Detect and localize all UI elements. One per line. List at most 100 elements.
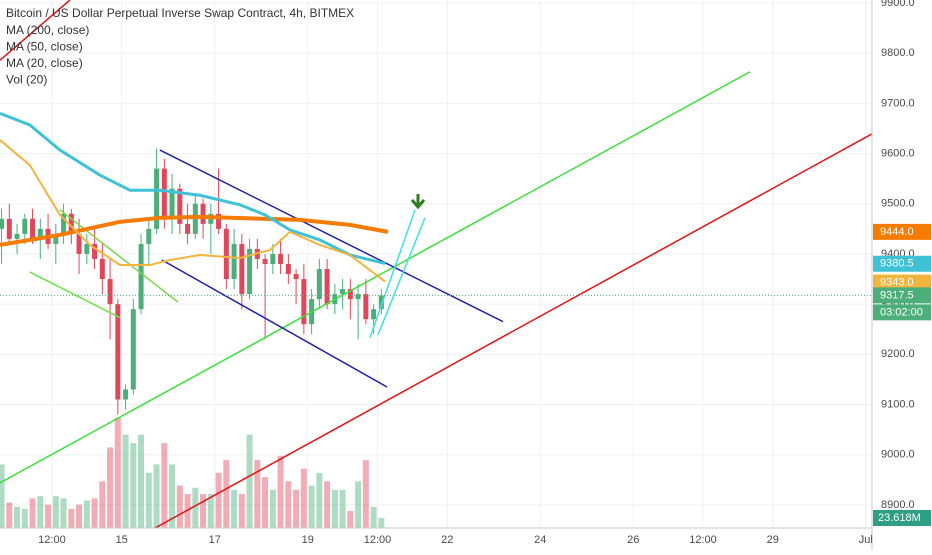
x-tick-label: Jul [859, 534, 873, 546]
volume-bar [21, 508, 28, 528]
candle-body [316, 269, 322, 300]
candle-body [355, 294, 361, 300]
candle-body [76, 233, 82, 254]
candle-body [293, 274, 299, 280]
countdown: 03:02:00 [880, 306, 923, 318]
trend-line [159, 149, 504, 323]
price-tag-label: 9444.0 [880, 226, 914, 238]
volume-bar [231, 489, 238, 528]
volume-bar [200, 494, 207, 528]
volume-bar [184, 494, 191, 528]
moving-average [0, 112, 386, 265]
candle-body [223, 228, 229, 280]
volume-bar [60, 498, 67, 528]
volume-bar [0, 464, 5, 528]
candle-body [340, 289, 346, 295]
moving-average [0, 139, 386, 283]
candle-body [123, 389, 129, 400]
volume-bar [370, 506, 377, 528]
volume-bar [153, 464, 160, 528]
volume-bar [308, 485, 315, 528]
volume-bar [324, 481, 331, 528]
legend-entry: Vol (20) [6, 73, 47, 87]
trend-line [59, 209, 179, 303]
volume-bar [378, 517, 385, 528]
x-tick-label: 22 [441, 534, 453, 546]
volume-bar [215, 472, 222, 528]
volume-bar [83, 500, 90, 528]
volume-bar [246, 434, 253, 528]
arrow-icon [410, 194, 426, 210]
x-tick-label: 12:00 [689, 534, 717, 546]
candle-body [270, 253, 276, 264]
candle-body [92, 243, 98, 259]
candle-body [200, 203, 206, 224]
candle-body [169, 188, 175, 219]
candle-body [363, 294, 369, 320]
volume-bar [300, 468, 307, 528]
candle-body [37, 228, 43, 239]
volume-bar [37, 496, 44, 528]
price-tag-label: 9317.5 [880, 289, 914, 301]
volume-bar [45, 504, 52, 528]
candle-body [107, 279, 113, 305]
legend-entry: MA (20, close) [6, 56, 83, 70]
price-tag [873, 223, 931, 240]
candle-body [22, 218, 28, 234]
volume-bar [161, 443, 168, 528]
grid [0, 0, 872, 528]
y-tick-label: 9500.0 [881, 198, 915, 210]
candle-body [130, 309, 136, 390]
chart-title: Bitcoin / US Dollar Perpetual Inverse Sw… [6, 6, 354, 20]
candle-body [177, 188, 183, 224]
volume-bar [52, 496, 59, 528]
axes: 8900.09000.09100.09200.09300.09400.09500… [38, 0, 931, 546]
y-tick-label: 9700.0 [881, 97, 915, 109]
legend-entry: MA (200, close) [6, 23, 89, 37]
volume-bar [339, 489, 346, 528]
candle-body [115, 304, 121, 400]
candle-body [84, 243, 90, 254]
trend-line [29, 271, 121, 319]
candle-body [185, 223, 191, 234]
volume-bar [68, 508, 75, 528]
volume-bar [285, 481, 292, 528]
candle-body [14, 233, 20, 239]
volume-bar [269, 489, 276, 528]
candle-body [285, 264, 291, 275]
volume-tag-label: 23.618M [878, 512, 921, 524]
y-tick-label: 9100.0 [881, 398, 915, 410]
volume-bar [107, 447, 114, 528]
volume-bar [223, 460, 230, 528]
plot [0, 0, 872, 528]
x-tick-label: 19 [302, 534, 314, 546]
price-tag [873, 274, 931, 291]
trend-line [154, 132, 872, 528]
candle-body [6, 218, 12, 239]
volume-tag [873, 509, 931, 526]
volume-bar [99, 481, 106, 528]
trend-line [0, 0, 71, 61]
candle-body [61, 213, 67, 234]
y-tick-label: 9900.0 [881, 0, 915, 9]
volume-bar [122, 434, 129, 528]
y-tick-label: 9200.0 [881, 348, 915, 360]
candle-body [53, 233, 59, 244]
volume-bar [169, 464, 176, 528]
volume-bar [114, 417, 121, 528]
price-tag-label: 9380.5 [880, 258, 914, 270]
candle-body [347, 289, 353, 300]
price-tag [873, 287, 931, 304]
volume-bar [192, 487, 199, 528]
volume-bar [331, 489, 338, 528]
volume-bar [130, 443, 137, 528]
x-tick-label: 12:00 [38, 534, 66, 546]
volume-bar [6, 502, 13, 528]
volume-bar [355, 481, 362, 528]
candle-body [247, 248, 253, 295]
candle-body [378, 295, 384, 310]
candle-body [0, 218, 5, 229]
volume-bar [316, 472, 323, 528]
